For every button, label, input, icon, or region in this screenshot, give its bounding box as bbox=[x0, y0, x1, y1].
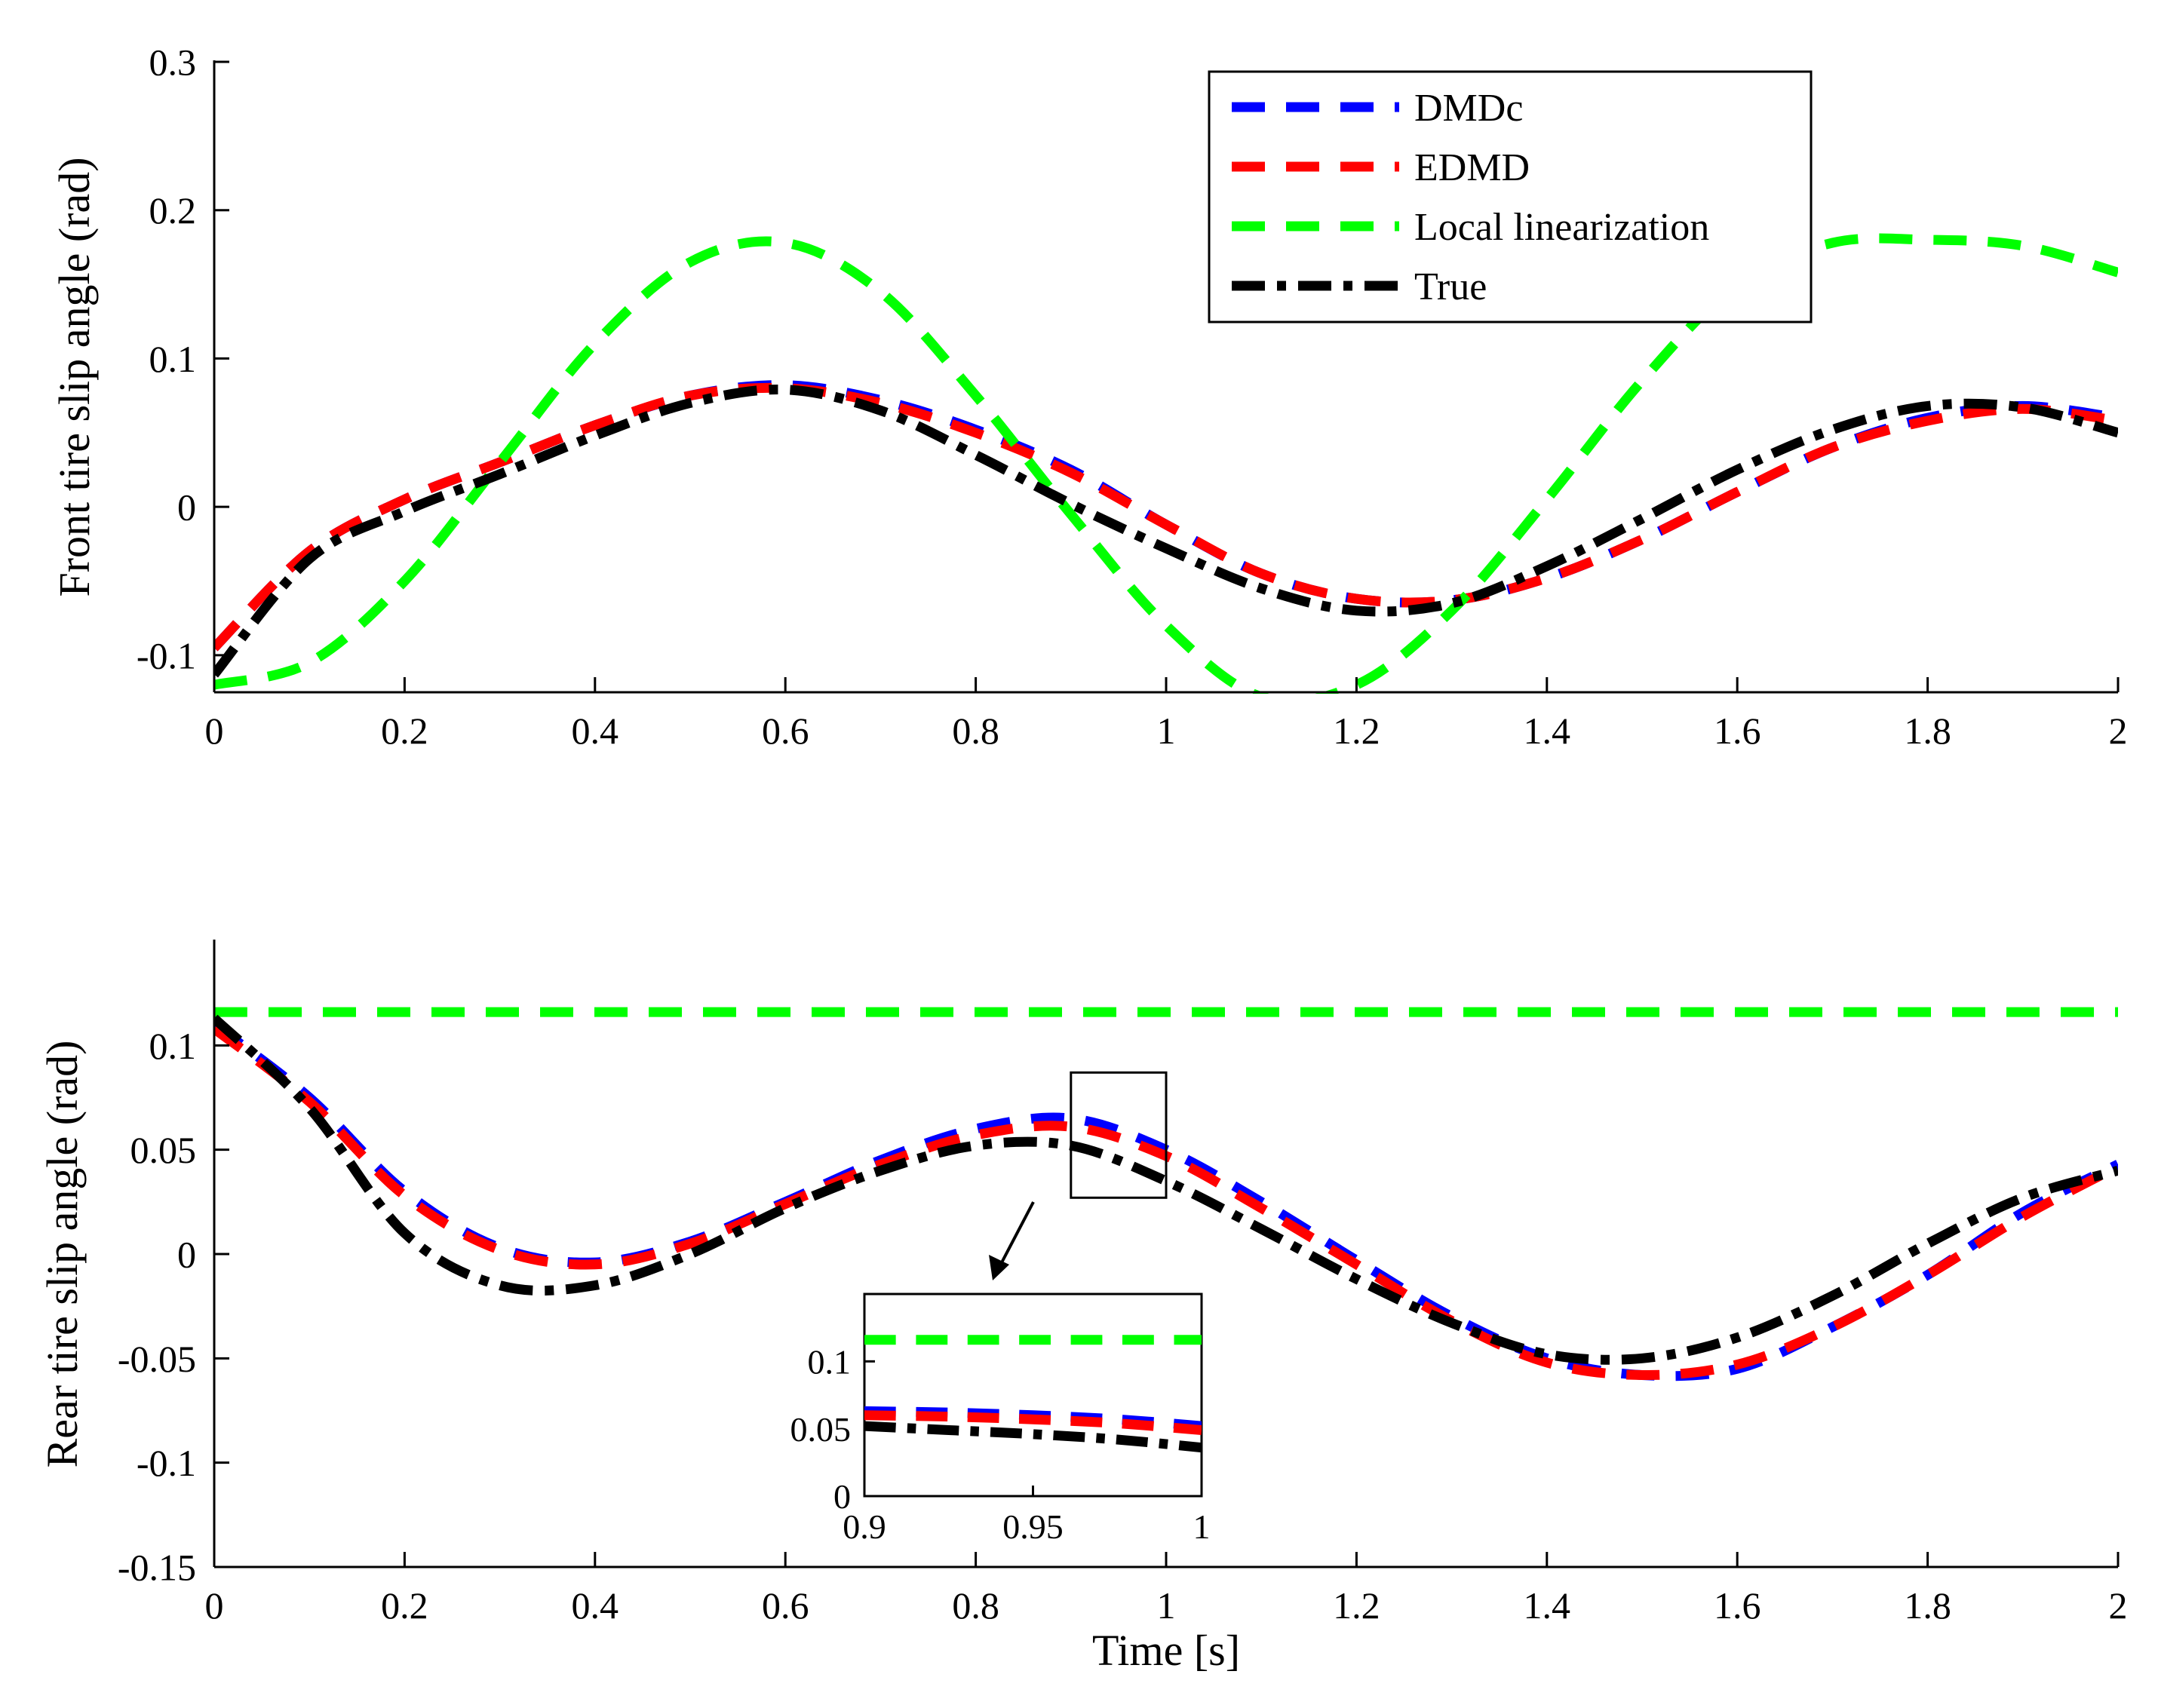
x-axis-label: Time [s] bbox=[1092, 1626, 1240, 1675]
x-tick-label: 1.4 bbox=[1524, 710, 1571, 752]
x-tick-label: 0.6 bbox=[762, 1584, 809, 1627]
y-tick-label: 0 bbox=[177, 1234, 196, 1276]
legend-label-local-linearization: Local linearization bbox=[1414, 206, 1709, 249]
x-tick-label: 0 bbox=[205, 1584, 224, 1627]
series-line-true bbox=[864, 1421, 1202, 1453]
zoom-box bbox=[1070, 1071, 1168, 1199]
zoom-arrow-head bbox=[989, 1255, 1009, 1280]
series-line-true bbox=[214, 385, 2118, 678]
x-tick-label: 0.9 bbox=[843, 1507, 886, 1546]
axes-box bbox=[863, 1292, 1203, 1498]
series-group bbox=[214, 233, 2118, 694]
series-group bbox=[864, 1335, 1202, 1453]
y-tick-label: 0.05 bbox=[790, 1410, 852, 1449]
y-tick-label: 0.05 bbox=[130, 1129, 197, 1171]
x-tick-label: 0.4 bbox=[572, 710, 619, 752]
x-tick-label: 1.6 bbox=[1714, 1584, 1761, 1627]
y-tick-label: 0.1 bbox=[149, 1025, 197, 1067]
zoom-arrow-shaft bbox=[998, 1201, 1035, 1268]
y-axis-label: Front tire slip angle (rad) bbox=[50, 157, 99, 596]
legend-box bbox=[1208, 70, 1813, 324]
x-tick-label: 1 bbox=[1193, 1507, 1211, 1546]
legend-label-true: True bbox=[1414, 265, 1487, 308]
y-tick-label: 0.1 bbox=[808, 1342, 852, 1381]
series-line-edmd bbox=[864, 1410, 1202, 1435]
x-tick-label: 0.2 bbox=[381, 1584, 428, 1627]
x-tick-label: 0.4 bbox=[572, 1584, 619, 1627]
series-line-local-linearization bbox=[214, 233, 2118, 694]
legend-label-dmdc: DMDc bbox=[1414, 87, 1523, 130]
legend-label-edmd: EDMD bbox=[1414, 146, 1530, 189]
y-tick-label: -0.1 bbox=[137, 634, 196, 676]
legend: DMDc EDMD Local linearization True bbox=[1208, 70, 1813, 324]
x-tick-label: 1 bbox=[1157, 1584, 1176, 1627]
x-tick-label: 2 bbox=[2109, 710, 2128, 752]
x-tick-label: 1.4 bbox=[1524, 1584, 1571, 1627]
x-tick-label: 0.6 bbox=[762, 710, 809, 752]
top-panel: 0 0.2 0.4 0.6 0.8 1 1.2 1.4 1.6 1.8 2-0.100.10.20.… bbox=[50, 41, 2128, 753]
y-tick-label: 0 bbox=[833, 1477, 851, 1516]
y-tick-label: 0 bbox=[177, 486, 196, 529]
x-tick-label: 2 bbox=[2109, 1584, 2128, 1627]
x-tick-label: 1.2 bbox=[1333, 710, 1380, 752]
y-tick-label: 0.1 bbox=[149, 338, 197, 380]
y-tick-label: -0.1 bbox=[137, 1442, 196, 1484]
x-tick-label: 1.2 bbox=[1333, 1584, 1380, 1627]
x-tick-label: 0 bbox=[205, 710, 224, 752]
series-line-edmd bbox=[214, 382, 2118, 652]
inset-panel: 0.9 0.95 1 0 0.05 0.1 bbox=[790, 1292, 1211, 1546]
x-tick-label: 1.8 bbox=[1904, 710, 1951, 752]
y-axis-label: Rear tire slip angle (rad) bbox=[38, 1041, 87, 1468]
zoom-indicator bbox=[989, 1071, 1168, 1280]
x-tick-label: 0.8 bbox=[952, 710, 999, 752]
series-line-true bbox=[214, 1014, 2118, 1365]
x-tick-label: 0.2 bbox=[381, 710, 428, 752]
bottom-panel: 0 0.2 0.4 0.6 0.8 1 1.2 1.4 1.6 1.8 2 -0.15 -0.1 -0.0… bbox=[38, 940, 2128, 1675]
y-tick-label: 0.3 bbox=[149, 41, 197, 84]
y-tick-label: -0.05 bbox=[118, 1338, 196, 1380]
y-tick-label: -0.15 bbox=[118, 1547, 196, 1589]
x-tick-label: 0.95 bbox=[1002, 1507, 1064, 1546]
x-tick-label: 1 bbox=[1157, 710, 1176, 752]
x-tick-label: 1.8 bbox=[1904, 1584, 1951, 1627]
y-tick-label: 0.2 bbox=[149, 189, 197, 232]
x-tick-label: 1.6 bbox=[1714, 710, 1761, 752]
x-tick-label: 0.8 bbox=[952, 1584, 999, 1627]
